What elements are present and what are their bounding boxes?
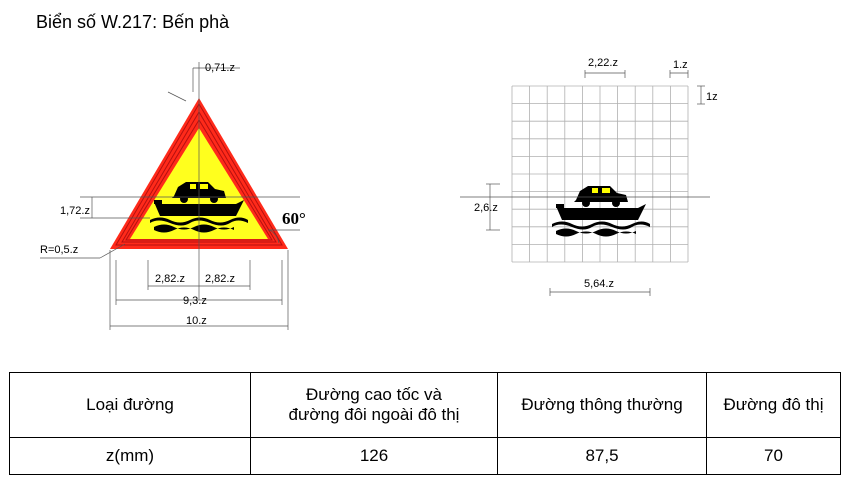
table-header-cell: Đường đô thị	[706, 372, 841, 438]
sign-dimension-lines	[40, 62, 300, 330]
grid-dim-right: 1z	[706, 91, 718, 103]
table-header-cell: Đường thông thường	[497, 372, 707, 438]
table-header-cell: Đường cao tốc và đường đôi ngoài đô thị	[250, 372, 498, 438]
dim-radius: R=0,5.z	[40, 244, 78, 256]
table-cell: 126	[250, 437, 498, 475]
grid-dim-top-right: 1.z	[673, 59, 688, 71]
dim-angle: 60°	[282, 209, 306, 228]
dimension-table: Loại đường Đường cao tốc và đường đôi ng…	[9, 372, 841, 475]
grid-dim-top: 2,22.z	[588, 57, 618, 69]
table-cell: 70	[706, 437, 841, 475]
grid-dim-left: 2,6.z	[474, 202, 498, 214]
table-header-row: Loại đường Đường cao tốc và đường đôi ng…	[9, 372, 841, 438]
grid-dim-bottom: 5,64.z	[584, 278, 614, 290]
dim-tip: 0,71.z	[205, 62, 235, 74]
table-cell: 87,5	[497, 437, 707, 475]
page-title: Biển số W.217: Bến phà	[36, 12, 230, 32]
dim-inner-width: 9,3.z	[183, 295, 207, 307]
dim-height: 1,72.z	[60, 205, 90, 217]
header-line-1: Đường cao tốc và	[306, 385, 442, 404]
dim-outer-width: 10.z	[186, 315, 207, 327]
sign-drawing: 0,71.z 1,72.z R=0,5.z 60° 2,82.z 2,82.z …	[40, 57, 718, 330]
dim-half-left: 2,82.z	[155, 273, 185, 285]
table-header-cell: Loại đường	[9, 372, 251, 438]
table-row: z(mm) 126 87,5 70	[9, 437, 841, 475]
grid-dimension-lines	[460, 70, 710, 296]
dim-half-right: 2,82.z	[205, 273, 235, 285]
table-cell: z(mm)	[9, 437, 251, 475]
header-line-2: đường đôi ngoài đô thị	[288, 405, 460, 424]
